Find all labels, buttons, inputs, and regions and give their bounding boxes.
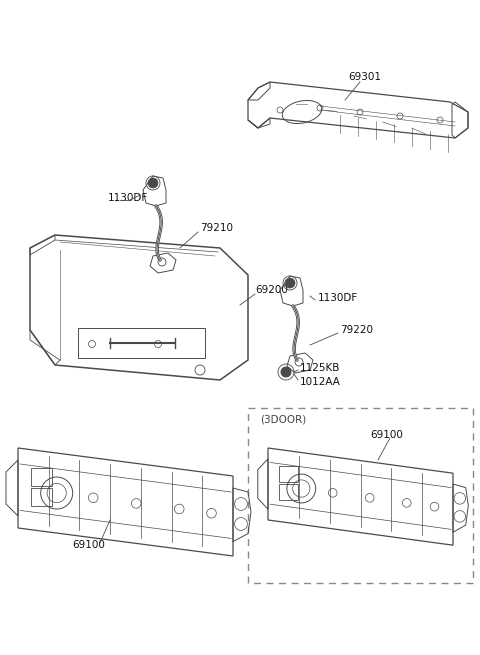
Text: 1125KB: 1125KB	[300, 363, 340, 373]
Text: 79220: 79220	[340, 325, 373, 335]
Text: 69100: 69100	[72, 540, 105, 550]
Circle shape	[285, 278, 295, 288]
Text: (3DOOR): (3DOOR)	[260, 415, 306, 425]
Text: 1012AA: 1012AA	[300, 377, 341, 387]
Text: 1130DF: 1130DF	[318, 293, 358, 303]
Circle shape	[148, 178, 158, 188]
Text: 69100: 69100	[370, 430, 403, 440]
Text: 1130DF: 1130DF	[108, 193, 148, 203]
Circle shape	[281, 367, 291, 377]
Text: 79210: 79210	[200, 223, 233, 233]
Text: 69200: 69200	[255, 285, 288, 295]
Text: 69301: 69301	[348, 72, 381, 82]
